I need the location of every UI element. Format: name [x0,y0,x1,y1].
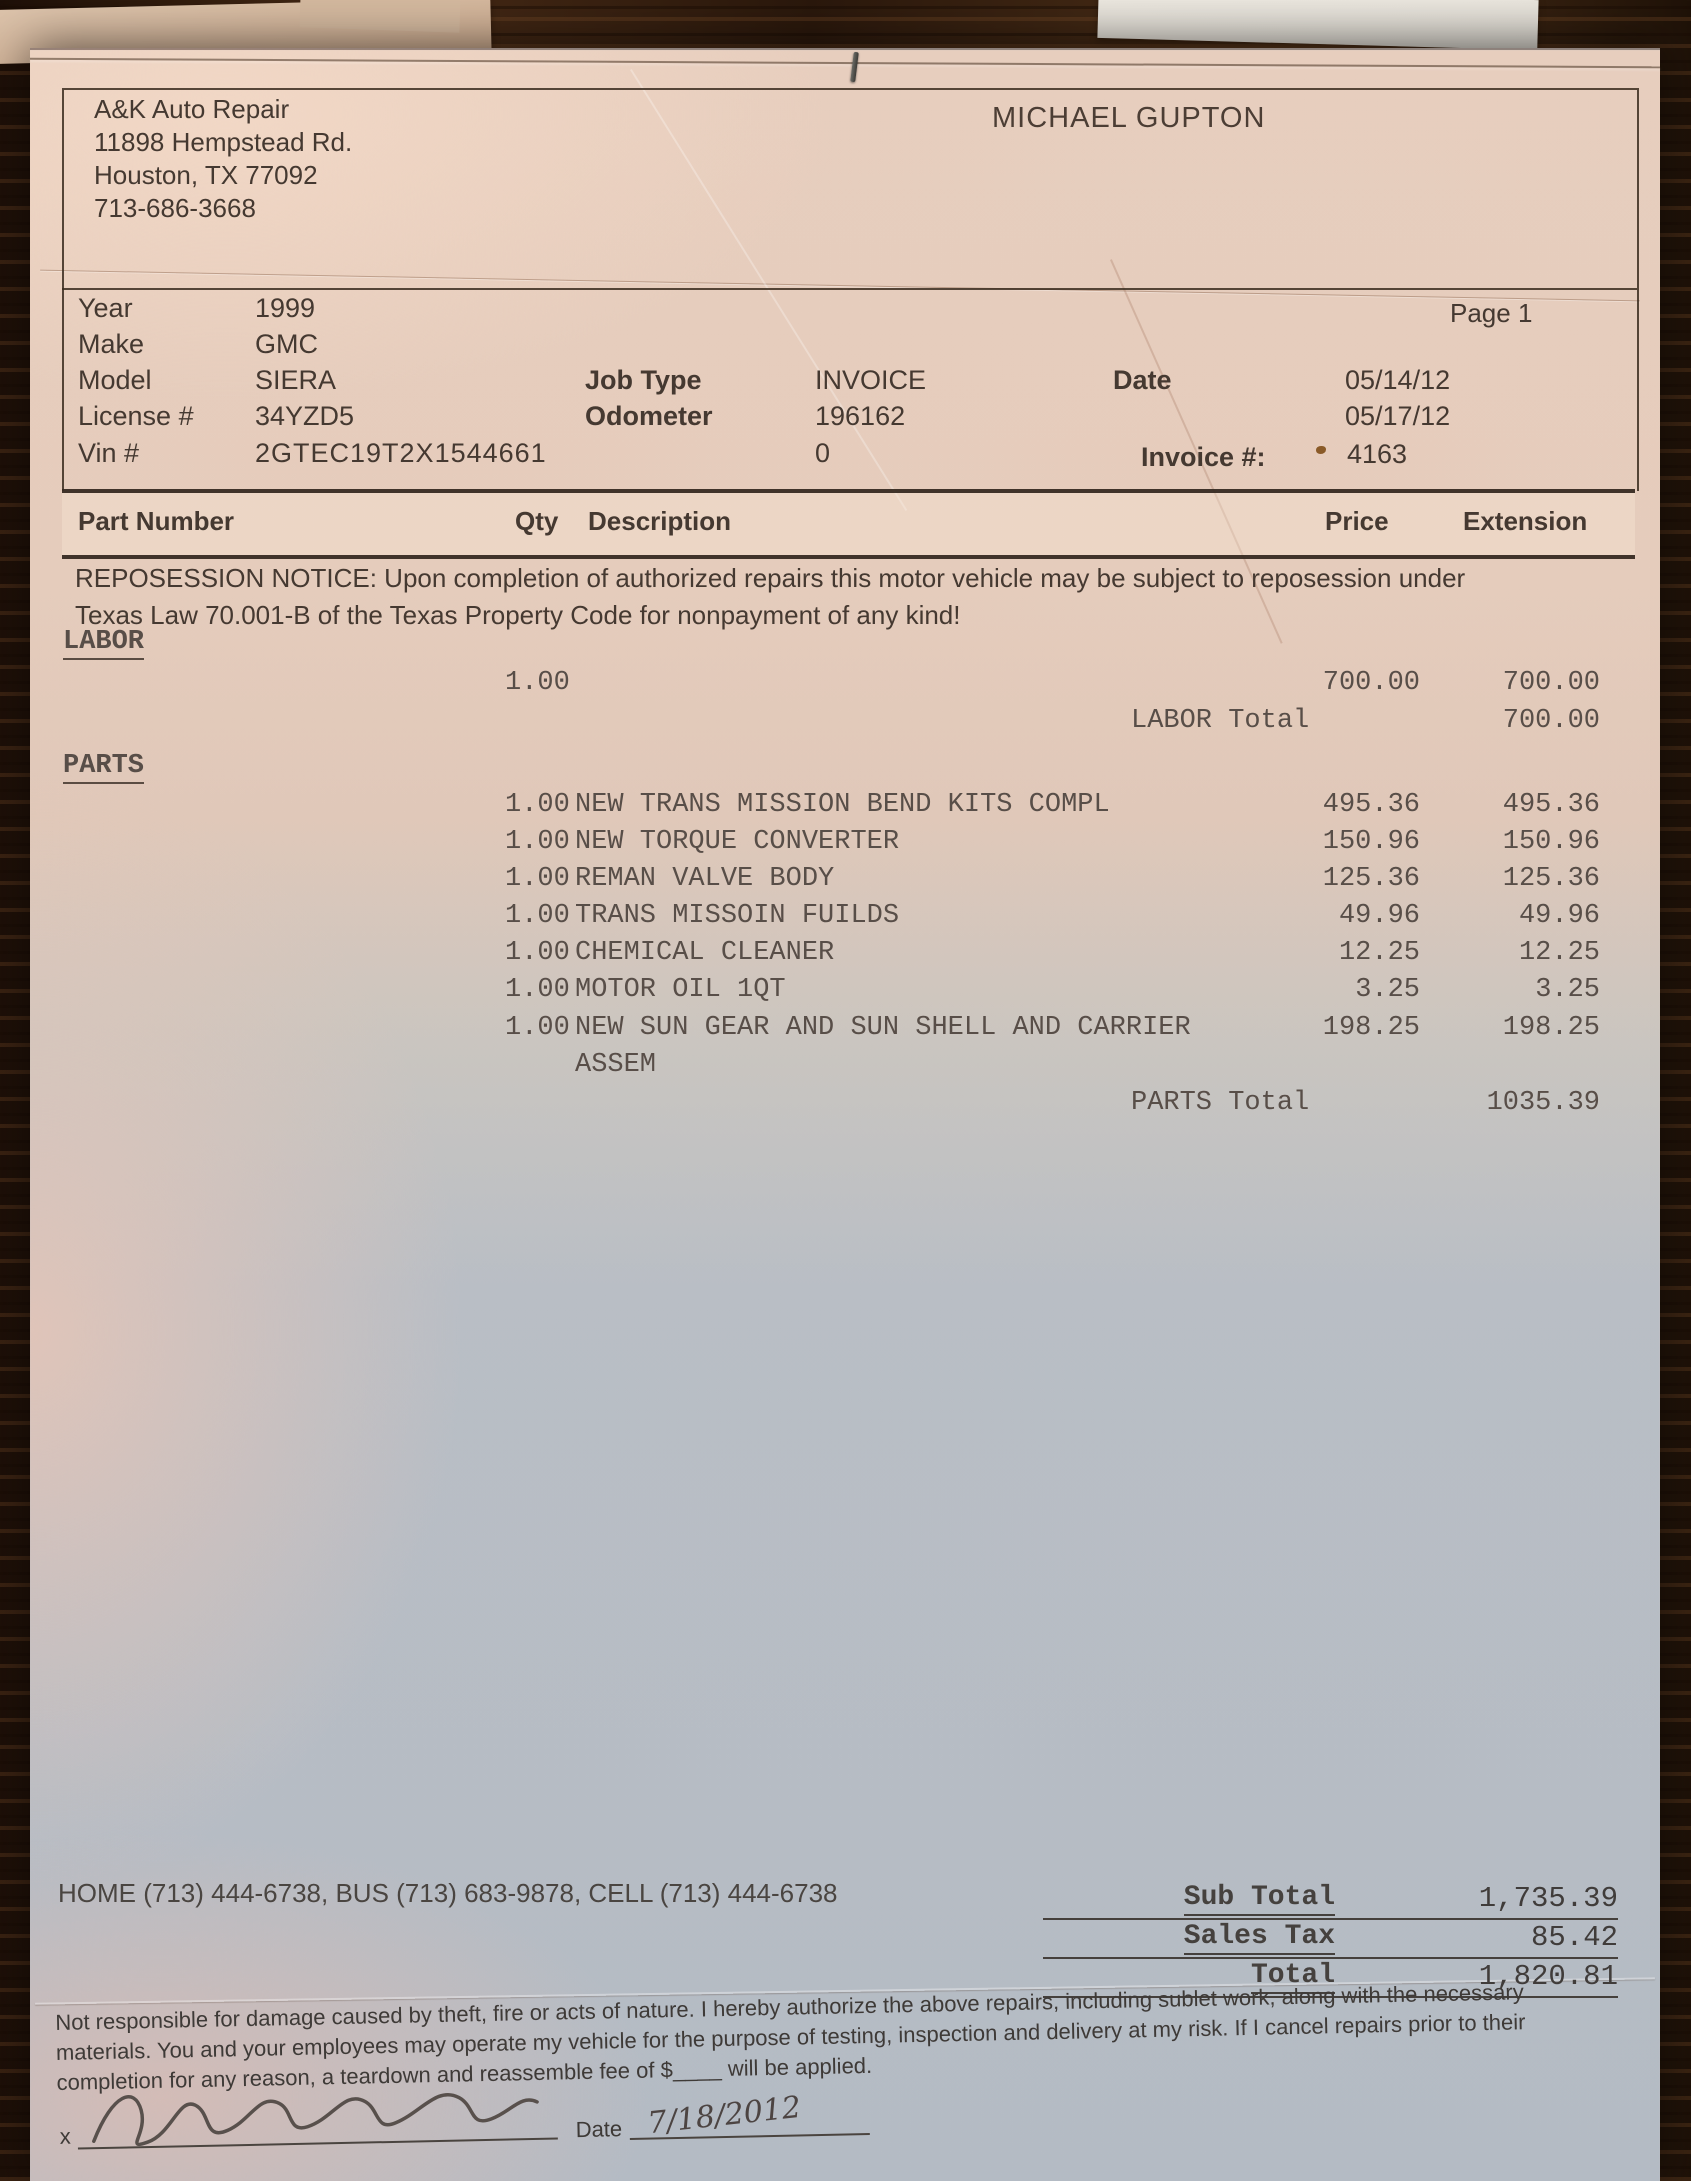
vehicle-year-value: 1999 [255,293,316,323]
job-type-label: Job Type [585,365,702,395]
vehicle-make-label: Make [78,329,145,359]
parts-total-value: 1035.39 [1486,1088,1600,1118]
labor-qty: 1.00 [505,668,570,698]
part-row-desc: NEW SUN GEAR AND SUN SHELL AND CARRIER [575,1013,1191,1043]
paper-scrap-top-left-jag [299,0,461,33]
part-row-ext: 12.25 [1518,938,1600,968]
part-row-desc: NEW TRANS MISSION BEND KITS COMPL [575,790,1110,820]
signature-prefix: x [59,2123,71,2149]
col-price: Price [1325,506,1389,536]
parts-section-title: PARTS [63,751,145,784]
part-row-qty: 1.00 [505,938,570,968]
date-value-1: 05/14/12 [1345,365,1451,395]
odometer-value2: 0 [815,438,831,468]
subtotal-rule [1043,1918,1618,1920]
handwritten-date: 7/18/2012 [645,2089,803,2142]
handwritten-signature [92,2093,539,2146]
part-row-desc: CHEMICAL CLEANER [575,938,835,968]
parts-total-label: PARTS Total [1131,1088,1310,1118]
part-row-qty: 1.00 [505,864,570,894]
part-row-ext: 49.96 [1518,901,1600,931]
labor-price: 700.00 [1322,668,1420,698]
vehicle-vin-label: Vin # [78,438,140,468]
part-row-qty: 1.00 [505,1013,570,1043]
part-row-qty: 1.00 [505,901,570,931]
part-row-price: 49.96 [1338,901,1420,931]
salestax-rule [1043,1957,1618,1959]
labor-extension: 700.00 [1502,668,1600,698]
subtotal-label: Sub Total [1183,1882,1335,1916]
invoice-paper: A&K Auto Repair 11898 Hempstead Rd. Hous… [30,48,1660,2181]
vehicle-make-value: GMC [255,329,318,359]
paper-speck [1316,446,1326,454]
disclaimer-block: Not responsible for damage caused by the… [55,1975,1628,2178]
part-row-desc: REMAN VALVE BODY [575,864,835,894]
part-row-price: 12.25 [1338,938,1420,968]
vehicle-model-value: SIERA [255,365,337,395]
part-row-ext: 3.25 [1535,975,1600,1005]
date-value-2: 05/17/12 [1345,401,1451,431]
notice-line-2: Texas Law 70.001-B of the Texas Property… [75,600,961,630]
job-type-value: INVOICE [815,365,927,395]
part-row-price: 495.36 [1322,790,1420,820]
part-row-price: 150.96 [1322,827,1420,857]
customer-name: MICHAEL GUPTON [992,102,1266,134]
part-row-price: 198.25 [1322,1013,1420,1043]
part-row-ext: 150.96 [1502,827,1600,857]
shop-name: A&K Auto Repair [94,94,290,124]
col-part-number: Part Number [78,506,235,536]
vehicle-license-value: 34YZD5 [255,401,355,431]
vehicle-vin-value: 2GTEC19T2X1544661 [255,438,547,468]
vehicle-model-label: Model [78,365,152,395]
odometer-label: Odometer [585,401,713,431]
part-row-price: 125.36 [1322,864,1420,894]
part-row-desc: TRANS MISSOIN FUILDS [575,901,900,931]
staple [850,51,859,83]
table-header-band [62,489,1635,559]
col-description: Description [588,506,732,536]
total-rule [1043,1996,1618,1998]
col-extension: Extension [1463,506,1588,536]
labor-section-title: LABOR [63,627,145,660]
part-row-price: 3.25 [1355,975,1420,1005]
part-row-desc: MOTOR OIL 1QT [575,975,786,1005]
salestax-label: Sales Tax [1183,1921,1335,1955]
header-divider [62,288,1637,290]
signature-date-label: Date [575,2116,623,2143]
salestax-value: 85.42 [1530,1921,1618,1954]
part-row-desc: NEW TORQUE CONVERTER [575,827,900,857]
invoice-number-value: 4163 [1347,439,1408,469]
paper-scrap-top-right [1097,0,1539,51]
part-row-qty: 1.00 [505,975,570,1005]
total-value: 1,820.81 [1478,1960,1618,1993]
notice-line-1: REPOSESSION NOTICE: Upon completion of a… [75,563,1466,593]
total-label: Total [1250,1960,1335,1994]
shop-phone: 713-686-3668 [94,193,256,223]
page-label: Page 1 [1450,298,1533,328]
labor-total-label: LABOR Total [1131,706,1310,736]
odometer-value: 196162 [815,401,906,431]
vehicle-year-label: Year [78,293,133,323]
part-row-ext: 125.36 [1502,864,1600,894]
part-row-qty: 1.00 [505,827,570,857]
shop-address-line1: 11898 Hempstead Rd. [94,127,353,157]
invoice-number-label: Invoice #: [1141,442,1266,472]
part-row-desc-continuation: ASSEM [575,1050,657,1080]
part-row-qty: 1.00 [505,790,570,820]
part-row-ext: 495.36 [1502,790,1600,820]
date-label: Date [1113,365,1172,395]
shop-address-line2: Houston, TX 77092 [94,160,318,190]
fold-line-top [30,57,1660,69]
subtotal-value: 1,735.39 [1478,1882,1618,1915]
labor-total-value: 700.00 [1502,706,1600,736]
contact-phones: HOME (713) 444-6738, BUS (713) 683-9878,… [58,1878,838,1908]
col-qty: Qty [515,506,559,536]
vehicle-license-label: License # [78,401,194,431]
part-row-ext: 198.25 [1502,1013,1600,1043]
